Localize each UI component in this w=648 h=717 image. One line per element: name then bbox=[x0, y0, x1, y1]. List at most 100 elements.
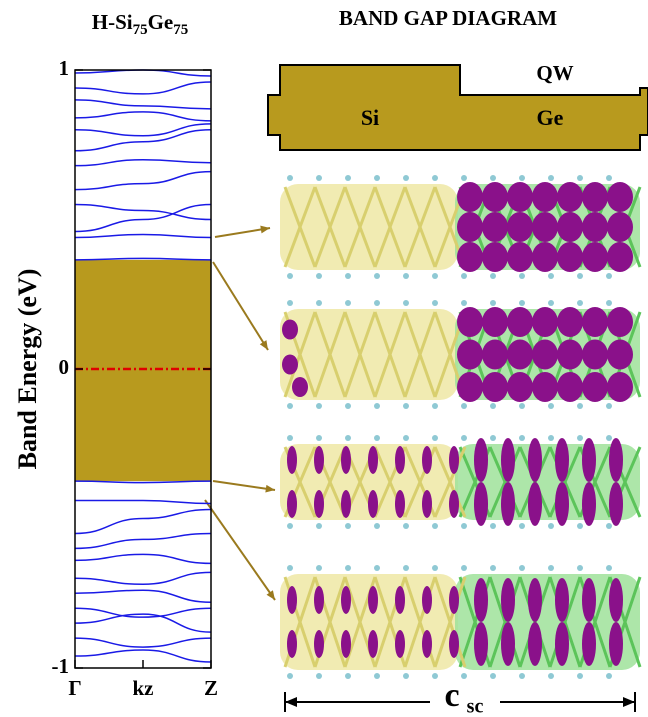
charge-density bbox=[314, 490, 324, 518]
band-line bbox=[74, 649, 212, 663]
si-label: Si bbox=[361, 105, 379, 130]
charge-density bbox=[482, 339, 508, 370]
hydrogen bbox=[432, 300, 438, 306]
si-bonds bbox=[283, 186, 317, 268]
charge-density bbox=[532, 182, 558, 212]
charge-density bbox=[582, 242, 608, 272]
band-line bbox=[74, 158, 212, 167]
charge-density bbox=[341, 586, 351, 614]
charge-density bbox=[449, 586, 459, 614]
hydrogen bbox=[548, 435, 554, 441]
hydrogen bbox=[374, 673, 380, 679]
hydrogen bbox=[345, 565, 351, 571]
pointer-arrow bbox=[212, 480, 276, 491]
hydrogen bbox=[548, 673, 554, 679]
si-bonds bbox=[343, 186, 377, 268]
hydrogen bbox=[345, 300, 351, 306]
band-line bbox=[74, 99, 212, 110]
hydrogen bbox=[287, 175, 293, 181]
charge-density bbox=[292, 377, 308, 397]
charge-density bbox=[555, 482, 569, 526]
hydrogen bbox=[345, 673, 351, 679]
band-line bbox=[74, 203, 212, 233]
band-line bbox=[74, 203, 212, 221]
y-tick-label: -1 bbox=[52, 654, 70, 678]
band-line bbox=[74, 69, 212, 77]
hydrogen bbox=[432, 175, 438, 181]
hydrogen bbox=[316, 403, 322, 409]
charge-density bbox=[528, 622, 542, 666]
charge-density bbox=[395, 446, 405, 474]
charge-density bbox=[532, 372, 558, 402]
band-line bbox=[74, 553, 212, 565]
hydrogen bbox=[432, 403, 438, 409]
title-part: H-Si bbox=[92, 10, 133, 34]
hydrogen bbox=[345, 435, 351, 441]
charge-density bbox=[314, 586, 324, 614]
charge-density bbox=[532, 307, 558, 337]
charge-density bbox=[557, 307, 583, 337]
band-line bbox=[74, 607, 212, 618]
charge-density bbox=[457, 307, 483, 337]
hydrogen bbox=[287, 565, 293, 571]
charge-density bbox=[557, 372, 583, 402]
si-bonds bbox=[373, 311, 407, 398]
hydrogen bbox=[403, 403, 409, 409]
pointer-arrowhead bbox=[259, 340, 268, 350]
charge-density bbox=[314, 630, 324, 658]
charge-density bbox=[582, 622, 596, 666]
hydrogen bbox=[490, 565, 496, 571]
charge-density bbox=[341, 630, 351, 658]
hydrogen bbox=[374, 300, 380, 306]
band-line bbox=[74, 480, 212, 484]
hydrogen bbox=[345, 273, 351, 279]
si-bonds bbox=[433, 446, 467, 518]
structure-panel bbox=[280, 175, 642, 279]
band-line bbox=[74, 111, 212, 122]
hydrogen bbox=[316, 300, 322, 306]
pointer-arrow bbox=[214, 227, 271, 238]
band-gap bbox=[75, 259, 211, 482]
hydrogen bbox=[577, 273, 583, 279]
hydrogen bbox=[577, 435, 583, 441]
charge-density bbox=[557, 242, 583, 272]
diagram-title: BAND GAP DIAGRAM bbox=[339, 6, 557, 30]
hydrogen bbox=[606, 403, 612, 409]
hydrogen bbox=[316, 673, 322, 679]
band-line bbox=[74, 233, 212, 239]
ge-label: Ge bbox=[537, 105, 564, 130]
hydrogen bbox=[490, 435, 496, 441]
charge-density bbox=[474, 622, 488, 666]
charge-density bbox=[474, 438, 488, 482]
hydrogen bbox=[519, 273, 525, 279]
ge-bonds bbox=[548, 446, 582, 518]
x-tick-label: Z bbox=[204, 676, 218, 700]
well-label: QW bbox=[536, 61, 573, 85]
band-line bbox=[74, 170, 212, 191]
structure-panel bbox=[280, 300, 642, 409]
charge-density bbox=[607, 339, 633, 370]
charge-density bbox=[282, 319, 298, 340]
pointer-arrowhead bbox=[266, 590, 275, 600]
charge-density bbox=[507, 339, 533, 370]
charge-density bbox=[368, 490, 378, 518]
hydrogen bbox=[403, 523, 409, 529]
hydrogen bbox=[403, 565, 409, 571]
charge-density bbox=[482, 182, 508, 212]
charge-density bbox=[507, 372, 533, 402]
hydrogen bbox=[606, 673, 612, 679]
charge-density bbox=[474, 578, 488, 622]
hydrogen bbox=[403, 175, 409, 181]
charge-density bbox=[582, 212, 608, 242]
charge-density bbox=[368, 446, 378, 474]
si-bonds bbox=[313, 311, 347, 398]
charge-density bbox=[555, 622, 569, 666]
length-symbol: c bbox=[444, 677, 459, 714]
hydrogen bbox=[316, 523, 322, 529]
hydrogen bbox=[519, 673, 525, 679]
band-line bbox=[74, 81, 212, 95]
hydrogen bbox=[345, 403, 351, 409]
charge-density bbox=[532, 339, 558, 370]
hydrogen bbox=[548, 273, 554, 279]
hydrogen bbox=[374, 523, 380, 529]
